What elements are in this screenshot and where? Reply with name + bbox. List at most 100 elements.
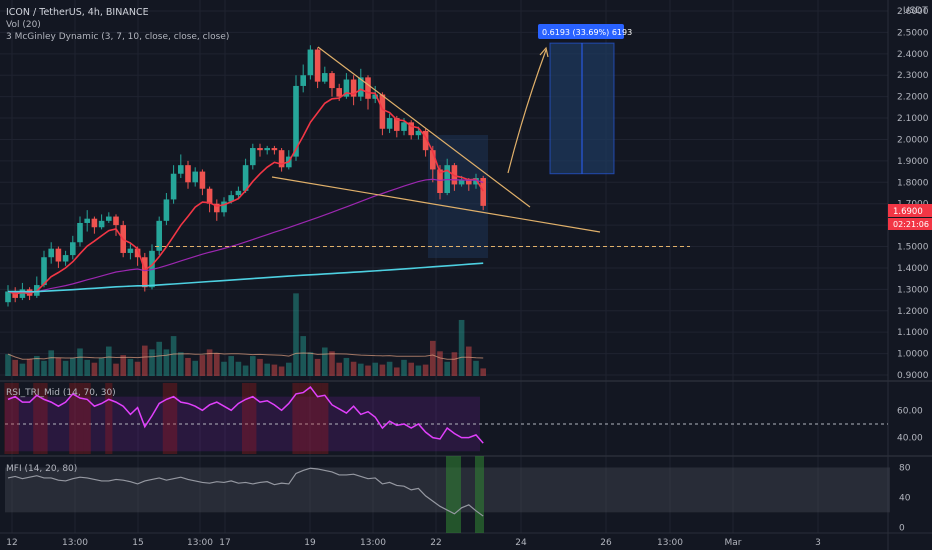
volume-bar: [451, 352, 458, 376]
time-tick-label: Mar: [725, 538, 742, 548]
volume-bar: [408, 362, 414, 376]
candle-body: [214, 203, 220, 213]
volume-bar: [34, 356, 40, 376]
mfi-oversold-highlight: [475, 456, 484, 533]
candle-body: [48, 248, 54, 258]
rsi-highlight: [69, 383, 77, 454]
candle-body: [250, 148, 256, 166]
mfi-line: [7, 467, 484, 517]
rsi-highlight: [299, 383, 307, 454]
volume-bar: [214, 353, 220, 376]
price-tick-label: 2.3000: [897, 71, 929, 81]
time-tick-label: 13:00: [187, 538, 213, 548]
volume-bar: [322, 347, 328, 376]
volume-bar: [84, 359, 90, 376]
candle-body: [221, 201, 227, 213]
candle-body: [106, 216, 112, 221]
candle-body: [480, 178, 486, 206]
candle-body: [55, 248, 62, 262]
grid-lines: [0, 0, 888, 533]
volume-bar: [415, 365, 422, 376]
volume-bar: [185, 357, 191, 376]
candle-body: [329, 73, 335, 89]
volume-bar: [106, 346, 112, 376]
volume-bar: [329, 351, 335, 376]
mfi-oversold-highlight: [446, 456, 461, 533]
price-tick-label: 2.0000: [897, 135, 929, 145]
volume-bar: [278, 366, 285, 376]
time-tick-label: 24: [515, 538, 527, 548]
volume-indicator-label[interactable]: Vol (20): [6, 20, 41, 30]
symbol-title[interactable]: ICON / TetherUS, 4h, BINANCE: [6, 7, 149, 18]
candle-body: [264, 148, 270, 151]
rsi-tick-label: 40.00: [897, 434, 923, 444]
volume-bar: [480, 368, 486, 376]
price-candles: [5, 45, 486, 307]
price-tick-label: 2.6000: [897, 7, 929, 17]
volume-bar: [350, 361, 357, 376]
rsi-indicator-label[interactable]: RSI_TRI_Mid (14, 70, 30): [6, 388, 116, 398]
price-tick-label: 1.5000: [897, 243, 929, 253]
volume-bar: [242, 365, 249, 376]
volume-bar: [5, 354, 11, 376]
price-tick-label: 1.8000: [897, 178, 929, 188]
volume-bar: [91, 362, 98, 376]
volume-bar: [163, 349, 170, 376]
candle-body: [437, 169, 443, 193]
arrow-head-icon: [539, 46, 549, 58]
candle-body: [430, 150, 436, 170]
mcginley-indicator-label[interactable]: 3 McGinley Dynamic (3, 7, 10, close, clo…: [6, 32, 229, 42]
price-tick-label: 2.1000: [897, 114, 929, 124]
rsi-tick-label: 60.00: [897, 406, 923, 416]
volume-bar: [77, 348, 83, 376]
price-tick-label: 2.2000: [897, 93, 929, 103]
volume-bar: [307, 352, 314, 376]
candle-body: [415, 130, 422, 136]
currency-label: USDT: [903, 6, 928, 16]
volume-bar: [98, 357, 105, 376]
price-tick-label: 1.4000: [897, 264, 929, 274]
rsi-highlight: [170, 383, 178, 454]
time-tick-label: 13:00: [657, 538, 683, 548]
price-tick-label: 2.4000: [897, 50, 929, 60]
candle-body: [386, 118, 393, 129]
volume-bar: [422, 364, 429, 376]
time-tick-label: 3: [815, 538, 821, 548]
projection-arrow: [507, 49, 547, 174]
time-axis[interactable]: 12 13:00 15 13:00 17 19 13:00 22 24 26 13:00 Mar 3: [6, 538, 821, 548]
volume-bar: [473, 360, 479, 376]
candle-body: [307, 49, 314, 76]
candle-body: [242, 165, 249, 191]
mfi-indicator-label[interactable]: MFI (14, 20, 80): [6, 464, 77, 474]
candle-body: [170, 173, 177, 200]
volume-bar: [394, 367, 400, 376]
target-badge-text: 0.6193 (33.69%) 6193: [542, 28, 632, 37]
volume-bar: [401, 359, 407, 376]
price-tick-label: 1.9000: [897, 157, 929, 167]
candle-body: [322, 73, 328, 82]
volume-bar: [250, 356, 256, 376]
rsi-highlight: [76, 383, 84, 454]
candle-body: [372, 94, 378, 99]
candle-body: [394, 118, 400, 131]
lower-trendline: [271, 176, 601, 233]
candle-body: [12, 291, 18, 298]
current-price: 1.6900: [893, 207, 923, 217]
time-tick-label: 26: [600, 538, 612, 548]
candle-body: [458, 180, 465, 185]
volume-bar: [372, 362, 378, 376]
volume-bar: [444, 361, 450, 376]
volume-bar: [458, 319, 465, 376]
volume-bar: [113, 363, 119, 376]
time-tick-label: 13:00: [62, 538, 88, 548]
candle-body: [379, 94, 386, 129]
volume-bar: [300, 336, 306, 376]
price-badge: 1.6900 02:21:06: [888, 204, 932, 230]
candle-body: [91, 218, 98, 228]
candle-body: [257, 148, 263, 151]
rsi-highlight: [33, 383, 41, 454]
candle-body: [271, 148, 278, 151]
candle-body: [142, 257, 148, 288]
volume-bar: [26, 358, 33, 376]
